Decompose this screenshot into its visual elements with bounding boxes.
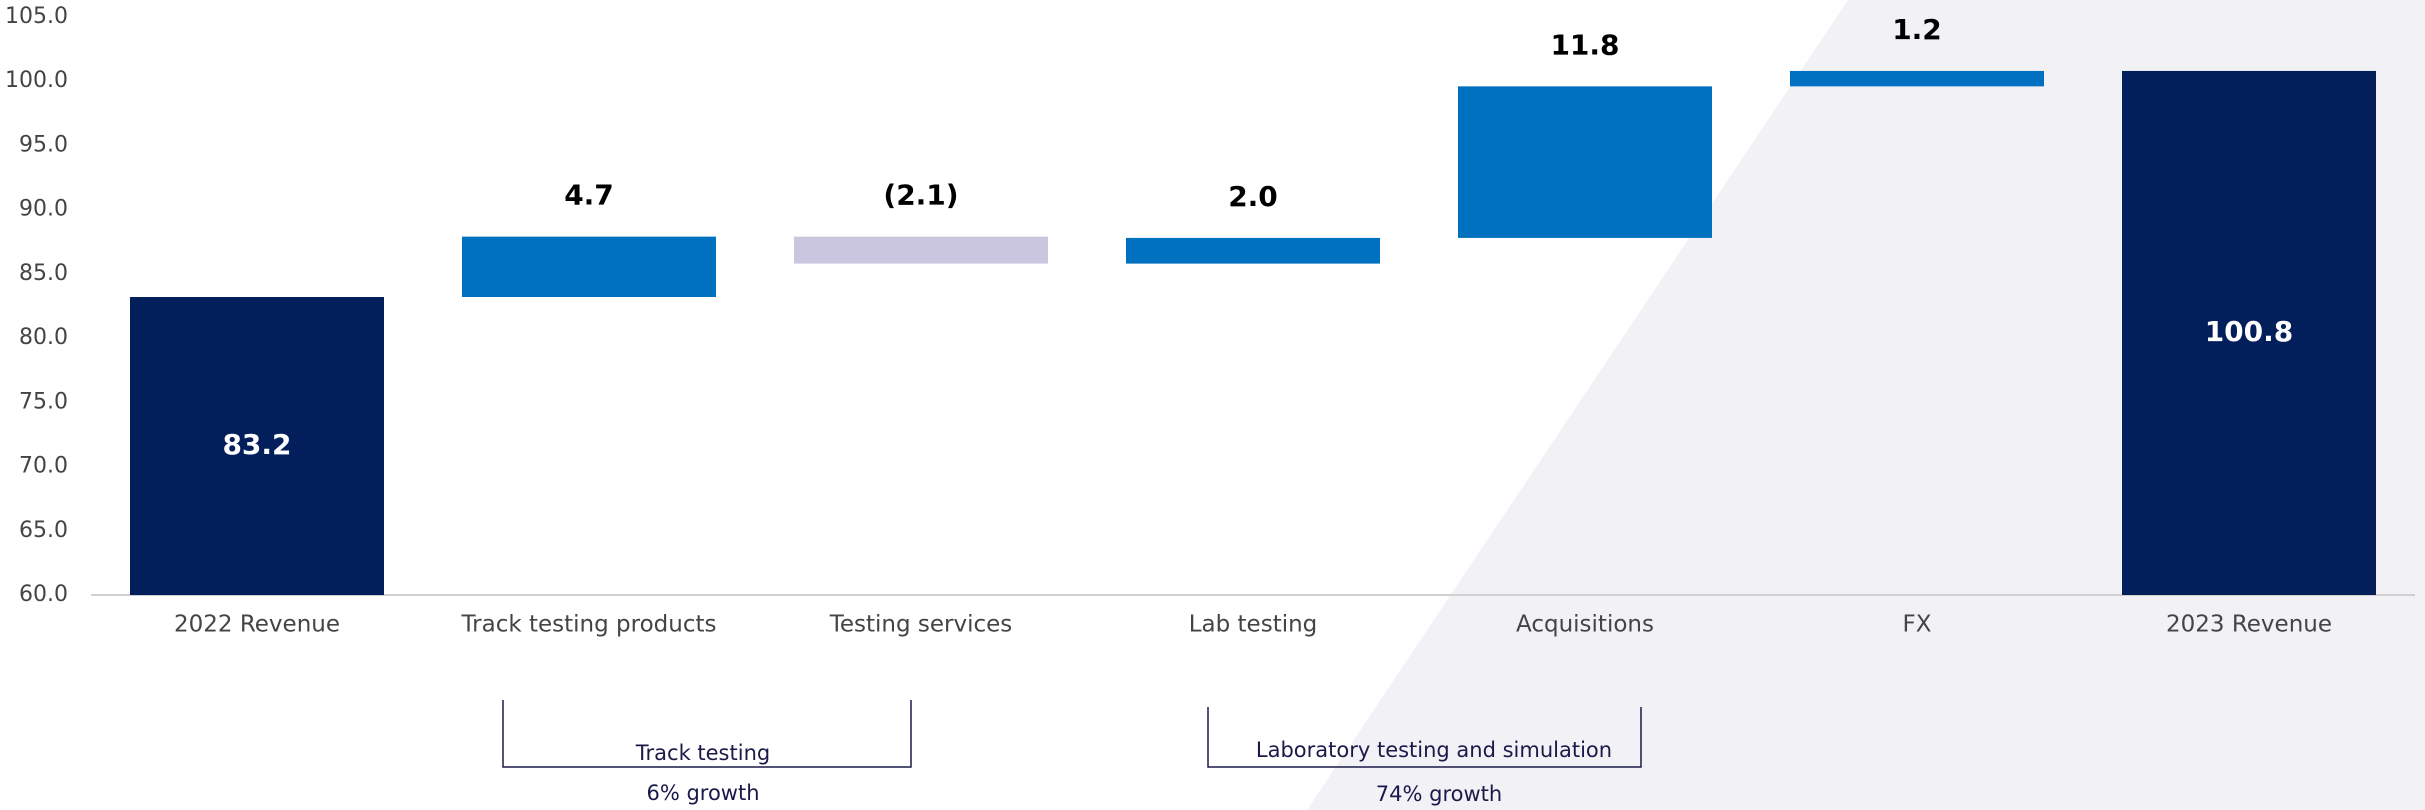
y-tick-label: 60.0: [19, 582, 68, 607]
y-tick-label: 65.0: [19, 518, 68, 543]
y-tick-label: 100.0: [5, 68, 68, 93]
y-tick-label: 95.0: [19, 132, 68, 157]
y-tick-label: 70.0: [19, 454, 68, 479]
bar: [1126, 237, 1380, 264]
bar: [1790, 70, 2044, 87]
value-label: 2.0: [1228, 180, 1278, 213]
annotation-note: 74% growth: [1376, 782, 1502, 806]
value-label: 100.8: [2205, 315, 2294, 348]
x-tick-label: 2022 Revenue: [174, 612, 340, 638]
bar: [2122, 70, 2376, 596]
bracket: [1207, 707, 1642, 768]
x-tick-label: FX: [1903, 612, 1932, 638]
value-label: 4.7: [564, 179, 614, 212]
bar: [462, 236, 716, 298]
x-tick-label: Lab testing: [1189, 612, 1318, 638]
y-tick-label: 85.0: [19, 261, 68, 286]
bar: [1458, 86, 1712, 238]
annotation-label: Laboratory testing and simulation: [1256, 738, 1612, 762]
y-tick-label: 90.0: [19, 197, 68, 222]
y-tick-label: 75.0: [19, 389, 68, 414]
bar: [130, 297, 384, 595]
value-label: (2.1): [883, 179, 958, 212]
annotation-label: Track testing: [635, 741, 770, 765]
annotation-note: 6% growth: [646, 781, 759, 805]
value-label: 1.2: [1892, 13, 1942, 46]
y-tick-label: 80.0: [19, 325, 68, 350]
x-tick-label: 2023 Revenue: [2166, 612, 2332, 638]
x-tick-label: Acquisitions: [1516, 612, 1654, 638]
x-tick-label: Testing services: [829, 612, 1013, 638]
value-label: 83.2: [222, 428, 291, 461]
value-label: 11.8: [1550, 28, 1619, 61]
x-tick-label: Track testing products: [461, 612, 717, 638]
y-tick-label: 105.0: [5, 4, 68, 29]
bracket: [502, 700, 912, 768]
bar: [794, 236, 1048, 264]
